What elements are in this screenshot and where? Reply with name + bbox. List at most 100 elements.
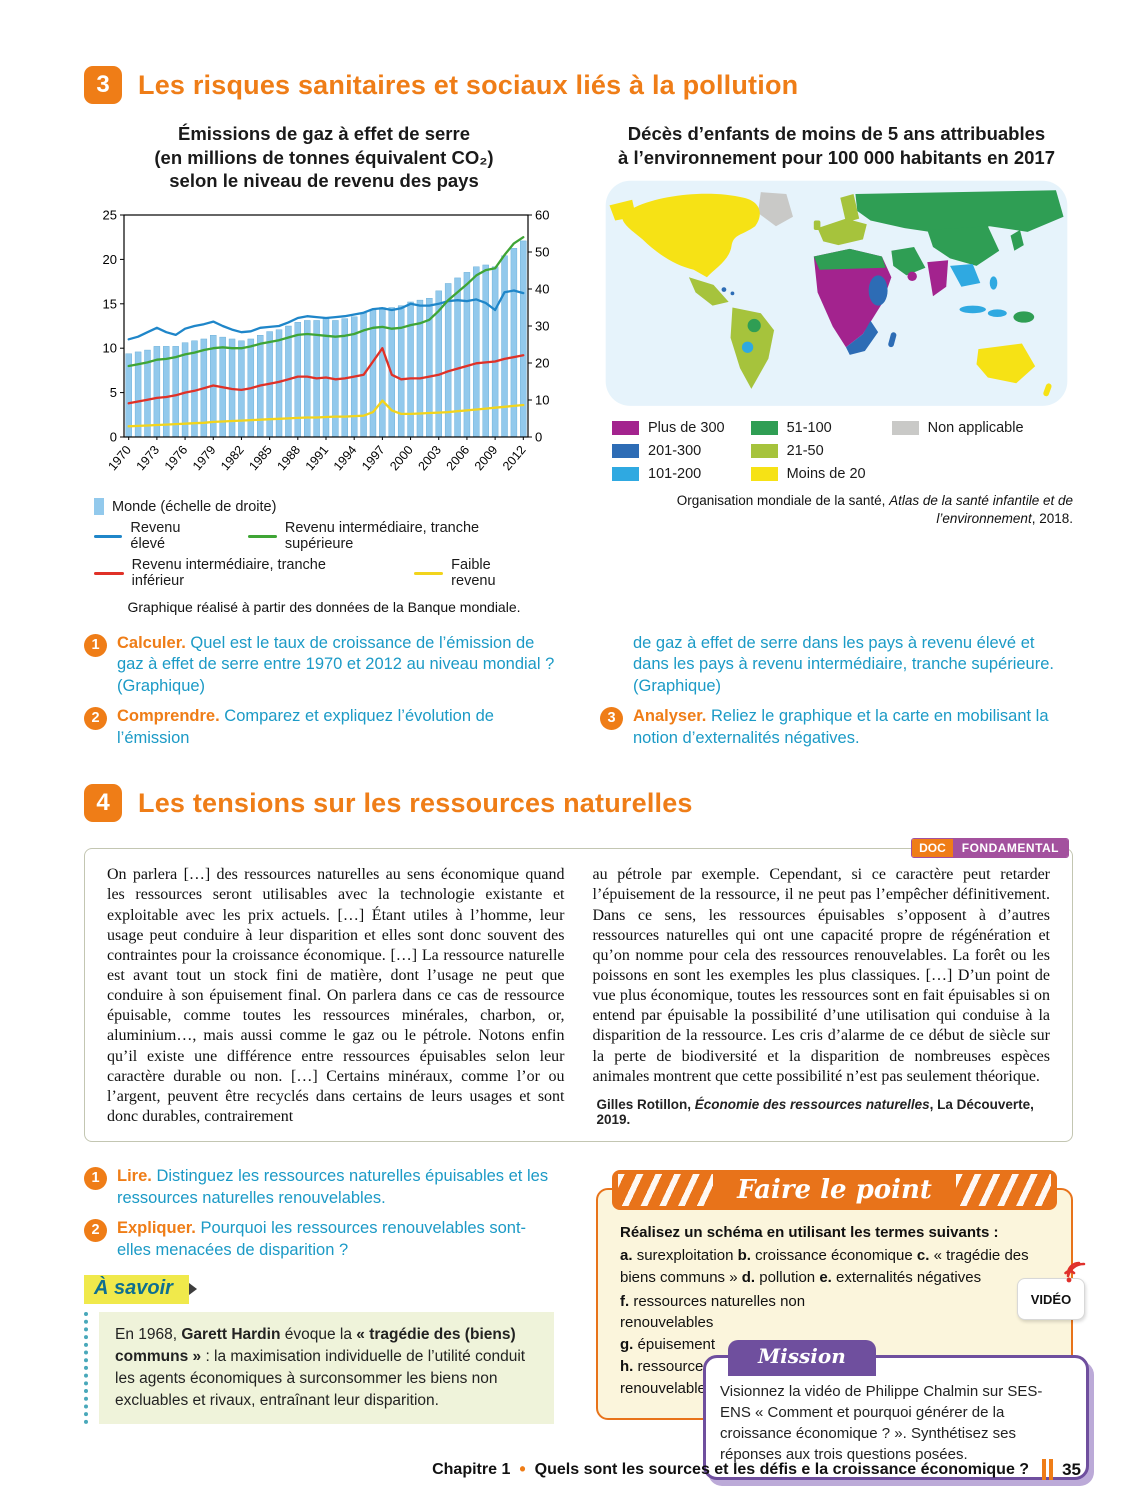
doc-area: DOC FONDAMENTAL On parlera […] des resso…: [84, 838, 1073, 1143]
map-title-line1: Décès d’enfants de moins de 5 ans attrib…: [627, 123, 1046, 144]
a-savoir-seg3: : la maximisation individuelle de l’util…: [115, 1347, 526, 1409]
question-verb: Lire.: [117, 1167, 152, 1186]
section4-title: Les tensions sur les ressources naturell…: [138, 787, 693, 818]
map-region-yemen: [907, 271, 917, 282]
term-letter: b.: [737, 1247, 751, 1265]
svg-text:25: 25: [103, 208, 117, 223]
chart-title-line2: (en millions de tonnes équivalent CO₂): [154, 146, 494, 168]
map-region-central-america: [688, 277, 729, 306]
map-region-middle-east: [891, 247, 926, 276]
a-savoir-text: En 1968, Garett Hardin évoque la « tragé…: [99, 1311, 554, 1424]
svg-text:1982: 1982: [218, 443, 247, 473]
map-region-philippines: [989, 276, 998, 290]
svg-text:2009: 2009: [472, 443, 501, 473]
a-savoir: À savoir En 1968, Garett Hardin évoque l…: [84, 1274, 554, 1424]
doc-source-title: Économie des ressources naturelles: [694, 1096, 930, 1112]
faire-le-point-header: Faire le point: [612, 1170, 1057, 1211]
term-text: épuisement: [637, 1336, 716, 1354]
faire-le-point-terms: a. surexploitation b. croissance économi…: [620, 1245, 1049, 1289]
legend-line-swatch-lowermid: [94, 571, 124, 575]
page: 3 Les risques sanitaires et sociaux liés…: [84, 66, 1089, 1481]
svg-text:2000: 2000: [387, 443, 416, 473]
question-verb: Comprendre.: [117, 707, 220, 726]
svg-text:20: 20: [103, 252, 117, 267]
term-letter: d.: [741, 1268, 756, 1286]
chart-caption: Graphique réalisé à partir des données d…: [127, 599, 521, 616]
map-legend-swatch-1: [612, 420, 639, 435]
doc-source-author: Gilles Rotillon,: [596, 1096, 695, 1112]
map-legend-swatch-6: [750, 466, 778, 481]
svg-text:10: 10: [103, 341, 117, 356]
stripe-right: [955, 1174, 1051, 1207]
legend-line-swatch-uppermid: [248, 534, 277, 538]
stripe-left: [618, 1174, 714, 1207]
svg-text:50: 50: [535, 245, 549, 260]
a-savoir-title: À savoir: [84, 1274, 197, 1304]
legend-label-low: Faible revenu: [451, 557, 496, 590]
legend-label-lowermid: Revenu intermédiaire, tranche inférieur: [131, 557, 326, 590]
video-badge[interactable]: VIDÉO: [1017, 1261, 1086, 1321]
map-legend-swatch-2: [612, 443, 639, 458]
map-region-india: [927, 260, 949, 297]
svg-text:1991: 1991: [303, 443, 332, 473]
question-verb: Calculer.: [117, 634, 186, 653]
svg-text:60: 60: [535, 208, 549, 223]
question-text: Reliez le graphique et la carte en mobil…: [633, 707, 1049, 747]
svg-text:10: 10: [535, 393, 549, 408]
a-savoir-seg2: évoque la: [280, 1325, 357, 1343]
doc-fondamental-badge: DOC FONDAMENTAL: [911, 838, 1069, 859]
question-text: Quel est le taux de croissance de l’émis…: [117, 634, 555, 695]
section4-badge: 4: [84, 784, 122, 823]
term-letter: c.: [916, 1247, 930, 1265]
map-caption: Organisation mondiale de la santé, Atlas…: [600, 492, 1073, 528]
map-legend-swatch-4: [750, 420, 778, 435]
map-caption-part2: , 2018.: [1031, 511, 1073, 527]
map-legend-label-4: 51-100: [786, 419, 832, 436]
map-legend-label-2: 201-300: [648, 442, 702, 459]
term-text: ressources naturelles non renouvelables: [620, 1292, 806, 1332]
doc-text-col2: au pétrole par exemple. Cependant, si ce…: [592, 866, 1051, 1085]
svg-text:0: 0: [110, 430, 117, 445]
svg-text:1985: 1985: [246, 443, 275, 473]
faire-le-point-intro: Réalisez un schéma en utilisant les term…: [620, 1224, 999, 1242]
page-footer: Chapitre 1 • Quels sont les sources et l…: [432, 1459, 1081, 1480]
legend-line-swatch-low: [413, 571, 444, 575]
page-number-bars: [1042, 1459, 1054, 1480]
video-label: VIDÉO: [1030, 1291, 1072, 1307]
svg-text:1970: 1970: [105, 443, 134, 473]
map-region-japan: [1010, 230, 1024, 252]
question-s3-2: 2 Comprendre. Comparez et expliquez l’év…: [84, 706, 564, 749]
map-region-new-zealand: [1043, 383, 1052, 397]
mission-badge: Mission: [728, 1340, 876, 1377]
emissions-chart-block: Émissions de gaz à effet de serre (en mi…: [84, 118, 564, 615]
term-text: externalités négatives: [836, 1268, 982, 1286]
question-badge-1: 1: [84, 634, 107, 658]
legend-label-monde: Monde (échelle de droite): [112, 498, 277, 515]
svg-text:1973: 1973: [134, 443, 163, 473]
term-letter: a.: [620, 1247, 633, 1265]
wifi-icon: [1064, 1261, 1086, 1283]
map-legend-label-6: Moins de 20: [786, 465, 866, 482]
map-region-guyanas: [747, 319, 761, 333]
svg-text:5: 5: [110, 385, 117, 400]
map-region-new-guinea: [1013, 311, 1035, 324]
chart-legend: Monde (échelle de droite) Revenu élevé R…: [94, 498, 564, 589]
footer-title: Quels sont les sources et les défis e la…: [534, 1460, 1030, 1478]
map-region-africa: [813, 249, 892, 348]
question-s3-3: 3 Analyser. Reliez le graphique et la ca…: [600, 706, 1073, 749]
question-badge-2: 2: [84, 707, 107, 731]
term-letter: g.: [620, 1336, 634, 1354]
map-legend-label-7: Non applicable: [927, 419, 1024, 436]
question-text: Comparez et expliquez l’évolution de l’é…: [117, 707, 494, 747]
map-legend-swatch-7: [891, 420, 919, 435]
doc-text-col1: On parlera […] des ressources naturelles…: [107, 866, 565, 1126]
question-badge-2: 2: [84, 1219, 107, 1243]
map-region-madagascar: [888, 332, 897, 348]
map-caption-italic: Atlas de la santé infantile et de l’envi…: [889, 492, 1073, 527]
doc-box: On parlera […] des ressources naturelles…: [84, 848, 1073, 1143]
section4-header: 4 Les tensions sur les ressources nature…: [84, 784, 1073, 823]
svg-text:1976: 1976: [162, 443, 191, 473]
footer-chapter: Chapitre 1: [432, 1460, 511, 1478]
map-region-southern-africa: [845, 321, 879, 356]
